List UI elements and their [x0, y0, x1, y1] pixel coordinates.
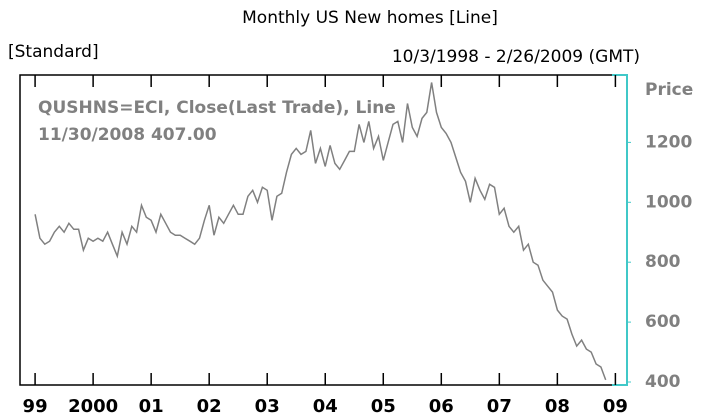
y-axis-label: Price: [645, 80, 693, 100]
y-tick-label: 1000: [645, 192, 692, 212]
x-tick-label: 08: [545, 396, 570, 416]
x-tick-label: 01: [139, 396, 164, 416]
annotation: QUSHNS=ECI, Close(Last Trade), Line: [38, 98, 396, 118]
subtitle: [Standard]: [8, 42, 99, 62]
y-tick-label: 1200: [645, 132, 692, 152]
y-tick-label: 600: [645, 312, 681, 332]
plot-frame: [19, 74, 628, 386]
x-tick-label: 2000: [68, 396, 118, 416]
chart-title: Monthly US New homes [Line]: [242, 8, 498, 28]
y-tick-label: 800: [645, 252, 681, 272]
x-tick-label: 06: [429, 396, 454, 416]
x-tick-label: 03: [255, 396, 280, 416]
date-range: 10/3/1998 - 2/26/2009 (GMT): [392, 47, 640, 67]
x-tick-label: 07: [487, 396, 512, 416]
annotation: 11/30/2008 407.00: [38, 125, 217, 145]
x-tick-label: 04: [313, 396, 338, 416]
x-tick-label: 05: [371, 396, 396, 416]
x-tick-label: 09: [603, 396, 628, 416]
line-series: [34, 82, 607, 381]
x-tick-label: 99: [23, 396, 48, 416]
frame-bracket: [612, 74, 628, 386]
y-tick-label: 400: [645, 372, 681, 392]
x-tick-label: 02: [197, 396, 222, 416]
